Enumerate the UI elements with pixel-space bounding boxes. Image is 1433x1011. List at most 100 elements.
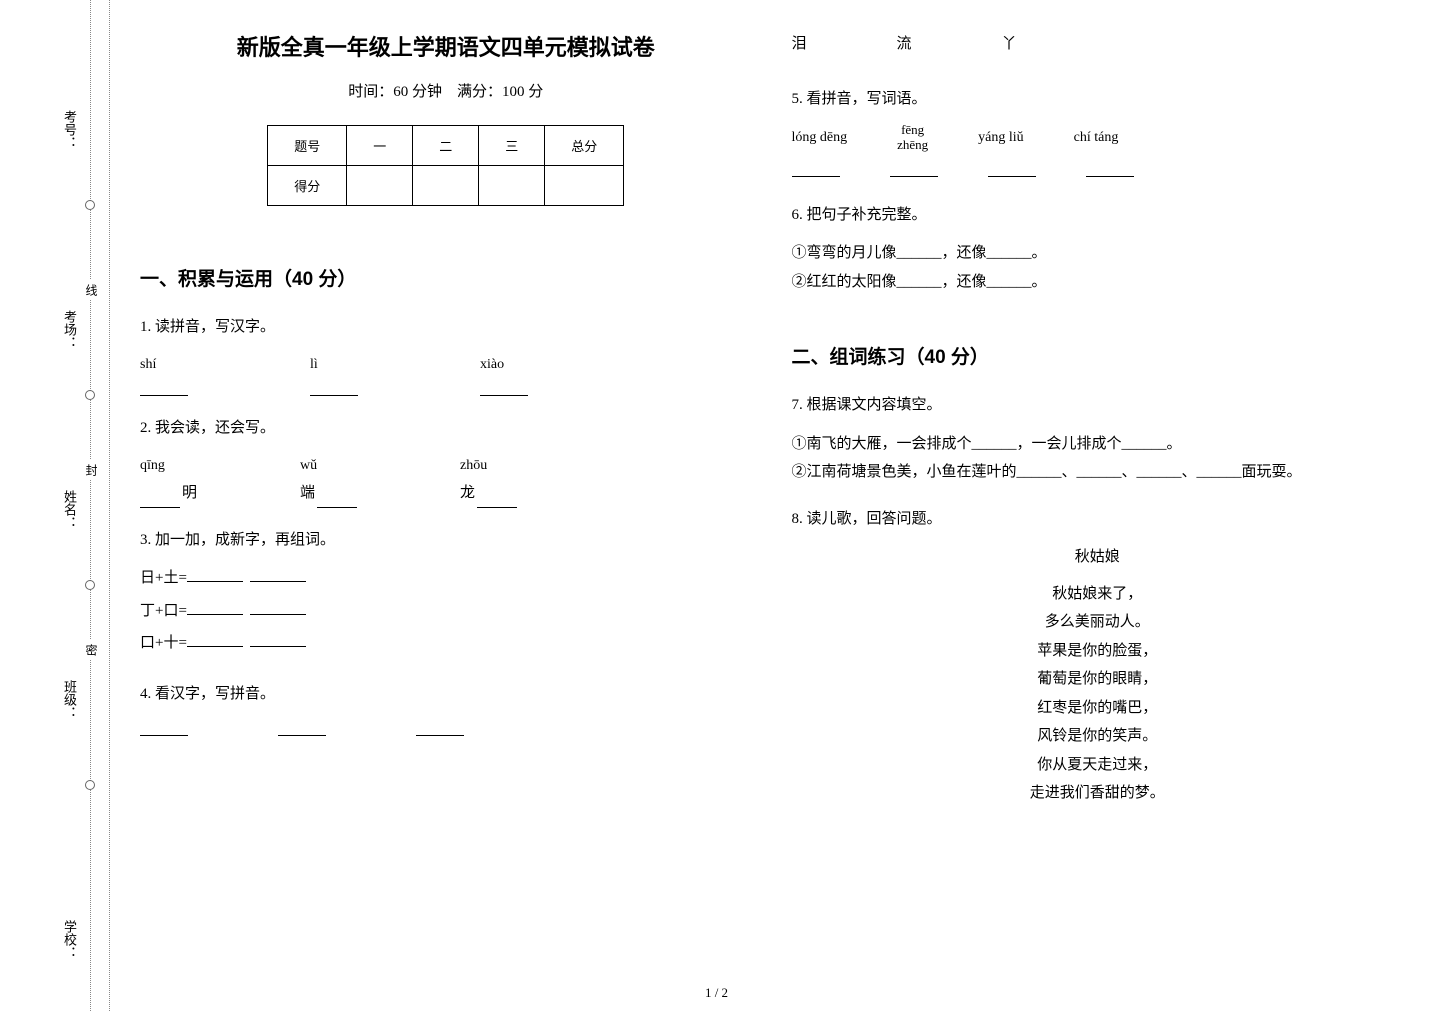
exam-title: 新版全真一年级上学期语文四单元模拟试卷 [140,30,752,62]
answer-blank [140,718,188,736]
td-blank [413,166,479,206]
answer-blank [140,378,188,396]
td-blank [545,166,624,206]
q6-title: 6. 把句子补充完整。 [792,201,1404,230]
answer-blank [187,564,243,582]
right-column: 泪 流 丫 5. 看拼音，写词语。 lóng dēng fēng zhēng y… [792,30,1404,991]
answer-blank [250,564,306,582]
th-label: 题号 [268,126,347,166]
poem-line: 葡萄是你的眼睛， [792,665,1404,694]
pinyin-stack: fēng zhēng [897,123,928,153]
answer-blank [477,490,517,508]
binding-circle [85,580,95,590]
poem-line: 红枣是你的嘴巴， [792,694,1404,723]
table-row: 得分 [268,166,624,206]
equation: 口+十= [140,635,187,651]
question-5: 5. 看拼音，写词语。 lóng dēng fēng zhēng yáng li… [792,85,1404,183]
answer-blank [187,597,243,615]
th-two: 二 [413,126,479,166]
pinyin: lóng dēng [792,125,848,152]
question-7: 7. 根据课文内容填空。 ①南飞的大雁，一会排成个______，一会儿排成个__… [792,391,1404,487]
answer-blank [250,629,306,647]
binding-circle [85,200,95,210]
table-row: 题号 一 二 三 总分 [268,126,624,166]
pinyin: lì [310,352,318,379]
question-2: 2. 我会读，还会写。 qīng 明 wǔ 端 zhōu 龙 [140,414,752,508]
pinyin: chí táng [1074,125,1119,152]
sentence-line: ①弯弯的月儿像______，还像______。 [792,239,1404,268]
sentence-line: ②红红的太阳像______，还像______。 [792,268,1404,297]
answer-blank [988,159,1036,177]
poem-line: 风铃是你的笑声。 [792,722,1404,751]
school-label: 学校： [60,920,79,959]
answer-blank [1086,159,1134,177]
answer-blank [480,378,528,396]
sentence-line: ②江南荷塘景色美，小鱼在莲叶的______、______、______、____… [792,458,1404,487]
answer-blank [890,159,938,177]
answer-blank [792,159,840,177]
score-table: 题号 一 二 三 总分 得分 [267,125,624,206]
sentence-line: ①南飞的大雁，一会排成个______，一会儿排成个______。 [792,430,1404,459]
seal-label: 密 [83,640,100,660]
pinyin: shí [140,352,156,379]
th-one: 一 [347,126,413,166]
q8-title: 8. 读儿歌，回答问题。 [792,505,1404,534]
th-three: 三 [479,126,545,166]
pinyin: zhōu [460,453,487,480]
q5-title: 5. 看拼音，写词语。 [792,85,1404,114]
answer-blank [187,629,243,647]
q4-title: 4. 看汉字，写拼音。 [140,680,752,709]
left-column: 新版全真一年级上学期语文四单元模拟试卷 时间：60 分钟 满分：100 分 题号… [140,30,752,991]
page-number: 1 / 2 [705,985,728,1001]
poem-line: 走进我们香甜的梦。 [792,779,1404,808]
poem-line: 多么美丽动人。 [792,608,1404,637]
question-4: 4. 看汉字，写拼音。 [140,680,752,737]
pinyin: wǔ [300,453,317,480]
q7-title: 7. 根据课文内容填空。 [792,391,1404,420]
question-3: 3. 加一加，成新字，再组词。 日+土= 丁+口= 口+十= [140,526,752,662]
pinyin-bottom: zhēng [897,138,928,153]
poem-line: 苹果是你的脸蛋， [792,637,1404,666]
seal-label: 封 [83,460,100,480]
name-label: 姓名： [60,490,79,529]
question-8: 8. 读儿歌，回答问题。 秋姑娘 秋姑娘来了， 多么美丽动人。 苹果是你的脸蛋，… [792,505,1404,808]
pinyin: yáng liǔ [978,125,1024,152]
dotted-line [90,0,91,1011]
pinyin: qīng [140,453,165,480]
q1-title: 1. 读拼音，写汉字。 [140,313,752,342]
pinyin-top: fēng [901,123,924,138]
exam-room-label: 考场： [60,310,79,349]
td-blank [479,166,545,206]
answer-blank [416,718,464,736]
hanzi: 流 [897,30,912,59]
question-4-hanzi: 泪 流 丫 [792,30,1404,67]
answer-blank [317,490,357,508]
hanzi: 明 [182,479,197,508]
hanzi: 丫 [1002,30,1017,59]
section-1-heading: 一、积累与运用（40 分） [140,264,752,291]
q3-title: 3. 加一加，成新字，再组词。 [140,526,752,555]
section-2-heading: 二、组词练习（40 分） [792,342,1404,369]
binding-margin: 线 封 密 考号： 考场： 姓名： 班级： 学校： [0,0,110,1011]
poem: 秋姑娘 秋姑娘来了， 多么美丽动人。 苹果是你的脸蛋， 葡萄是你的眼睛， 红枣是… [792,543,1404,808]
binding-circle [85,780,95,790]
poem-title: 秋姑娘 [792,543,1404,572]
question-1: 1. 读拼音，写汉字。 shí lì xiào [140,313,752,396]
answer-blank [278,718,326,736]
seal-label: 线 [83,280,100,300]
hanzi: 端 [300,479,315,508]
pinyin: xiào [480,352,504,379]
poem-line: 秋姑娘来了， [792,580,1404,609]
q2-title: 2. 我会读，还会写。 [140,414,752,443]
exam-meta: 时间：60 分钟 满分：100 分 [140,80,752,101]
question-6: 6. 把句子补充完整。 ①弯弯的月儿像______，还像______。 ②红红的… [792,201,1404,297]
answer-blank [310,378,358,396]
class-label: 班级： [60,680,79,719]
th-total: 总分 [545,126,624,166]
content-area: 新版全真一年级上学期语文四单元模拟试卷 时间：60 分钟 满分：100 分 题号… [110,0,1433,1011]
hanzi: 泪 [792,30,807,59]
td-label: 得分 [268,166,347,206]
equation: 丁+口= [140,603,187,619]
td-blank [347,166,413,206]
poem-line: 你从夏天走过来， [792,751,1404,780]
